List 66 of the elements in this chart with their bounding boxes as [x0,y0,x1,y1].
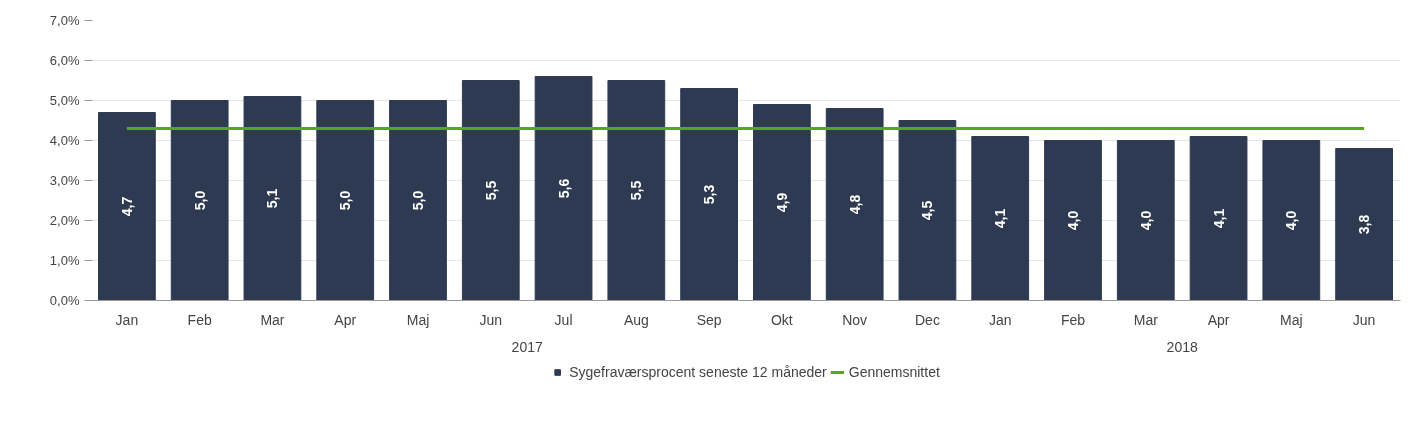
data-label: 4,8 [846,194,863,215]
data-label: 5,0 [410,190,426,211]
y-tick-label: 1,0% [49,253,80,268]
x-tick-label: Maj [406,311,430,328]
bar [243,96,302,301]
x-tick-label: Feb [1060,311,1086,328]
bar [753,104,811,301]
x-tick-label: Nov [842,311,868,328]
y-tick-label: 2,0% [49,213,80,228]
legend-label: Sygefraværsprocent seneste 12 måneder [569,364,827,380]
bar [98,112,156,301]
x-tick-label: Apr [334,311,357,328]
data-label: 4,0 [1283,210,1300,231]
data-label: 5,5 [482,180,499,201]
text: 2017 [511,338,543,355]
data-label: 3,8 [1356,214,1373,235]
y-tick-label: 3,0% [49,173,80,188]
text: 2018 [1166,338,1198,355]
x-tick-label: Mar [1133,311,1159,328]
bar [1116,140,1175,301]
data-label: 5,0 [191,190,208,211]
x-tick-label: Jan [115,311,139,328]
bar [971,136,1030,301]
bar [680,88,738,301]
data-label: 5,1 [264,188,281,209]
x-tick-label: Okt [771,311,793,328]
data-label: 4,1 [1210,208,1227,229]
bar [1189,136,1248,301]
data-label: 5,6 [555,178,572,199]
bar [534,76,593,301]
bar [607,80,666,301]
bar [389,100,447,301]
y-tick-label: 0,0% [49,293,80,308]
x-tick-label: Dec [915,311,940,328]
data-label: 4,1 [992,208,1009,229]
bar [316,100,375,301]
data-label: 4,7 [118,196,135,217]
x-tick-label: Maj [1280,311,1303,328]
x-tick-label: Apr [1207,311,1230,328]
y-tick-label: 6,0% [49,53,80,68]
x-tick-label: Feb [187,311,212,328]
y-tick-label: 7,0% [49,13,80,28]
data-label: 5,5 [628,180,645,201]
data-label: 5,0 [337,190,354,211]
bar [1044,140,1102,301]
legend-label: Gennemsnittet [848,364,940,380]
data-label: 4,0 [1065,210,1081,231]
data-label: 4,5 [919,200,936,221]
bar [461,80,520,301]
x-tick-label: Jul [554,311,573,328]
bar [825,108,884,301]
x-tick-label: Mar [260,311,285,328]
x-tick-label: Aug [623,311,649,328]
x-tick-label: Jun [1352,311,1376,328]
data-label: 5,3 [701,184,718,205]
x-tick-label: Jan [988,311,1012,328]
bar [170,100,229,301]
bar [1262,140,1321,301]
x-tick-label: Jun [479,311,503,328]
bar [1335,148,1393,301]
bar [898,120,957,301]
x-tick-label: Sep [696,311,722,328]
y-tick-label: 5,0% [49,93,80,108]
data-label: 4,0 [1137,210,1154,231]
data-label: 4,9 [773,192,790,213]
y-tick-label: 4,0% [49,133,80,148]
